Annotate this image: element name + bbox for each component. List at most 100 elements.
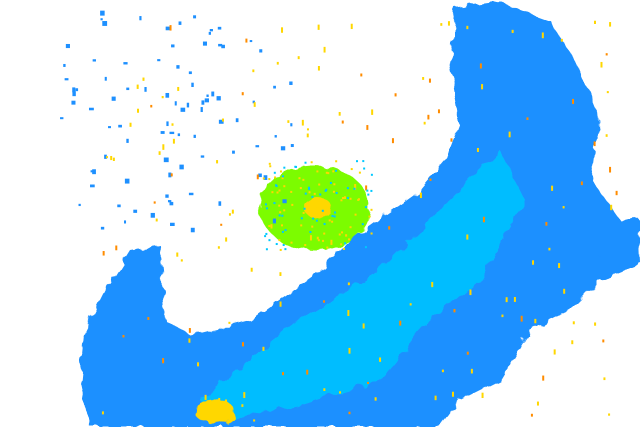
echo-speckle — [331, 220, 334, 223]
echo-speckle — [300, 217, 303, 220]
echo-speckle — [321, 209, 324, 212]
echo-speckle — [309, 231, 312, 234]
echo-speckle — [216, 160, 219, 164]
echo-speckle — [153, 201, 156, 204]
echo-speckle — [366, 381, 369, 384]
echo-speckle — [441, 369, 444, 373]
echo-speckle — [188, 338, 191, 343]
echo-speckle — [249, 40, 253, 43]
echo-speckle — [451, 391, 454, 397]
echo-speckle — [241, 404, 244, 407]
echo-speckle — [263, 175, 268, 180]
echo-speckle — [391, 138, 394, 144]
echo-speckle — [290, 144, 294, 148]
echo-speckle — [319, 193, 322, 196]
echo-speckle — [282, 243, 285, 246]
echo-speckle — [64, 78, 69, 81]
echo-speckle — [361, 223, 364, 226]
echo-speckle — [168, 172, 172, 178]
echo-speckle — [335, 191, 338, 194]
echo-speckle — [218, 397, 221, 402]
echo-speckle — [100, 226, 105, 230]
echo-speckle — [216, 96, 221, 101]
light-echo-region — [200, 150, 525, 420]
echo-speckle — [330, 239, 333, 245]
echo-speckle — [437, 109, 440, 114]
echo-speckle — [470, 368, 473, 374]
echo-speckle — [548, 247, 551, 251]
echo-speckle — [482, 216, 485, 223]
echo-speckle — [304, 161, 307, 164]
echo-speckle — [306, 133, 309, 138]
echo-speckle — [126, 138, 129, 143]
echo-speckle — [427, 114, 430, 120]
echo-speckle — [72, 91, 76, 97]
echo-speckle — [268, 178, 271, 181]
echo-speckle — [466, 351, 469, 355]
echo-speckle — [353, 187, 356, 190]
echo-speckle — [165, 194, 169, 198]
echo-speckle — [511, 29, 514, 33]
echo-speckle — [265, 248, 268, 251]
echo-speckle — [603, 377, 606, 381]
echo-speckle — [357, 198, 360, 201]
echo-speckle — [253, 419, 256, 422]
echo-speckle — [271, 191, 274, 194]
echo-speckle — [275, 243, 278, 246]
echo-speckle — [208, 31, 211, 35]
echo-speckle — [501, 314, 504, 318]
echo-speckle — [228, 213, 231, 216]
echo-speckle — [366, 125, 369, 130]
echo-speckle — [268, 162, 271, 165]
echo-speckle — [276, 191, 279, 194]
echo-speckle — [530, 413, 533, 417]
echo-speckle — [225, 237, 228, 242]
echo-speckle — [281, 214, 284, 217]
echo-speckle — [217, 246, 220, 249]
echo-speckle — [310, 161, 313, 164]
echo-speckle — [276, 61, 279, 65]
echo-speckle — [142, 77, 145, 81]
echo-speckle — [542, 375, 545, 381]
echo-speckle — [144, 87, 147, 92]
echo-speckle — [358, 171, 361, 174]
echo-speckle — [204, 98, 209, 103]
echo-speckle — [221, 44, 225, 49]
echo-speckle — [323, 232, 326, 235]
echo-speckle — [136, 84, 139, 89]
echo-speckle — [211, 91, 215, 97]
echo-speckle — [279, 211, 282, 214]
echo-speckle — [394, 93, 397, 97]
echo-speckle — [306, 369, 309, 375]
echo-speckle — [137, 108, 140, 113]
echo-speckle — [241, 342, 244, 347]
echo-speckle — [324, 189, 327, 192]
echo-speckle — [122, 334, 125, 338]
echo-speckle — [170, 173, 173, 177]
echo-speckle — [275, 184, 278, 187]
echo-speckle — [273, 202, 276, 205]
echo-speckle — [169, 201, 174, 206]
echo-speckle — [311, 195, 314, 198]
echo-speckle — [282, 372, 285, 376]
echo-speckle — [150, 212, 155, 218]
echo-speckle — [481, 392, 484, 399]
echo-speckle — [262, 346, 265, 351]
echo-speckle — [221, 118, 224, 122]
echo-speckle — [228, 321, 231, 324]
echo-speckle — [279, 272, 282, 276]
echo-speckle — [323, 222, 326, 225]
echo-speckle — [508, 131, 511, 138]
echo-speckle — [447, 21, 450, 26]
echo-speckle — [186, 102, 190, 108]
echo-speckle — [440, 23, 443, 26]
echo-speckle — [600, 61, 603, 68]
echo-speckle — [317, 65, 320, 71]
echo-speckle — [371, 109, 374, 115]
echo-speckle — [133, 209, 138, 213]
echo-speckle — [63, 63, 66, 67]
echo-speckle — [362, 160, 365, 163]
echo-speckle — [124, 178, 130, 184]
echo-speckle — [605, 134, 608, 137]
echo-speckle — [345, 234, 348, 237]
